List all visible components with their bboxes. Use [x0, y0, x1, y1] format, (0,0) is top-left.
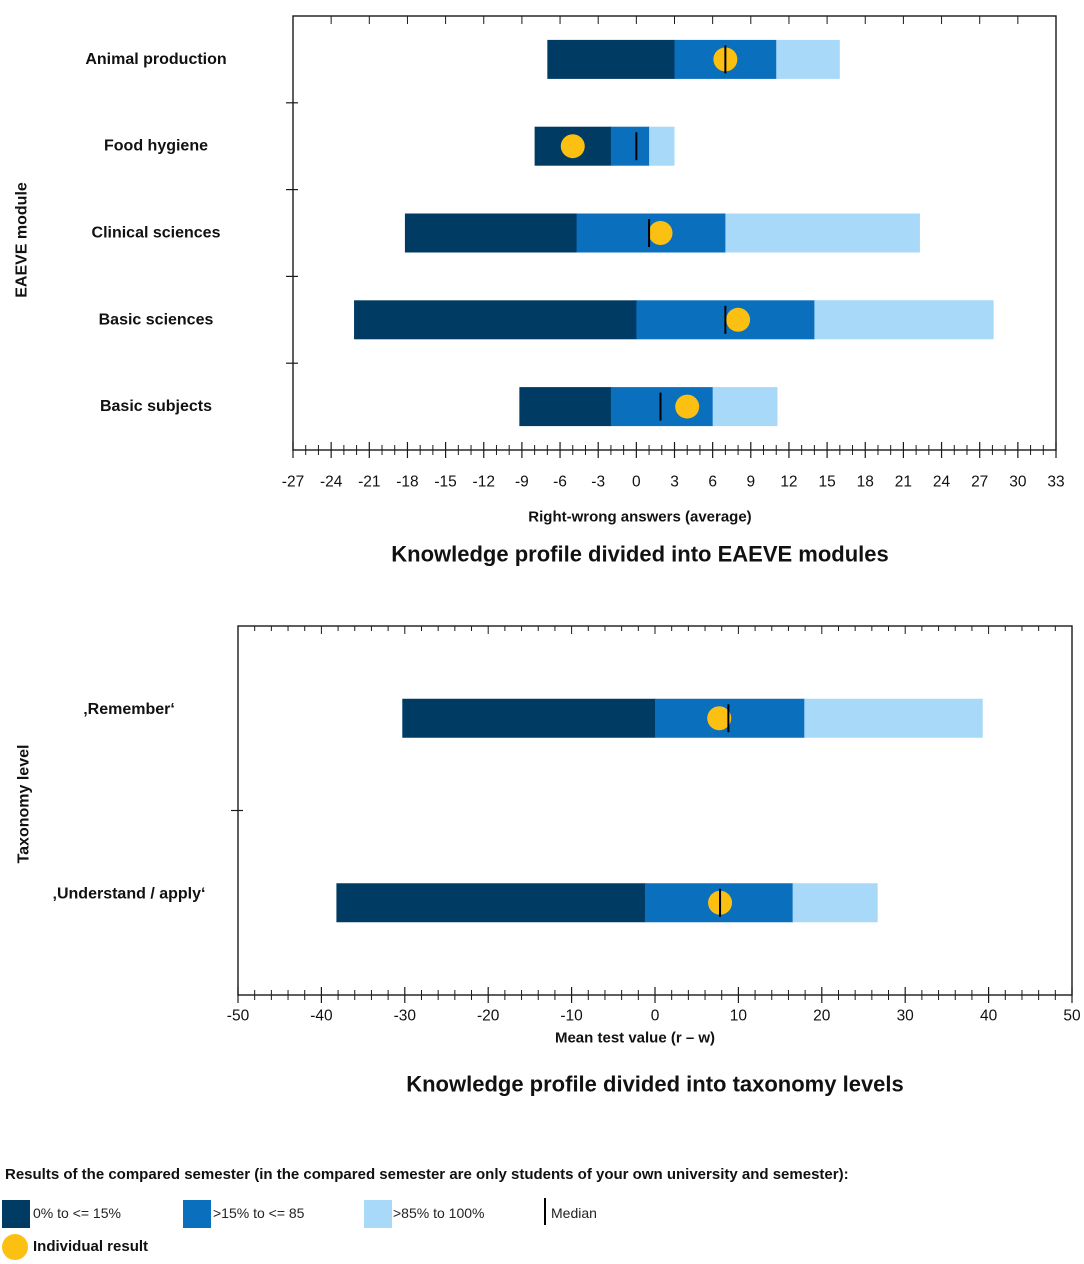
bar-segment-0-15: [354, 300, 637, 340]
legend-label-15-85: >15% to <= 85: [213, 1205, 305, 1221]
bar-segment-0-15: [519, 387, 612, 427]
x-tick-label: -6: [553, 474, 567, 491]
x-tick-label: 21: [895, 474, 912, 491]
x-tick-label: 40: [980, 1008, 998, 1025]
y-axis-title: EAEVE module: [14, 182, 31, 298]
legend-swatch-0-15: [2, 1200, 30, 1228]
y-axis-title: Taxonomy level: [16, 745, 33, 864]
eaeve-plot-area: -27 -24 -21 -18 -15 -12 -9 -6 -3 0 3 6 9 12 15 18 21 24 27…: [85, 15, 1065, 491]
bar-segment-85-100: [776, 39, 840, 79]
x-tick-label: -3: [591, 474, 605, 491]
category-bar: [404, 213, 920, 253]
x-tick-label: 0: [651, 1008, 660, 1025]
taxonomy-levels-chart: -50 -40 -30 -20 -10 0 10 20 30 40 50 ‚Remember‘ ‚Und…: [16, 625, 1081, 1097]
eaeve-modules-chart: -27 -24 -21 -18 -15 -12 -9 -6 -3 0 3 6 9 12 15 18 21 24 27…: [14, 15, 1065, 567]
bar-segment-0-15: [547, 39, 676, 79]
x-tick-label: -24: [320, 474, 343, 491]
bar-segment-85-100: [649, 126, 675, 166]
individual-result-marker: [560, 134, 585, 159]
legend-label-individual-result: Individual result: [33, 1238, 149, 1255]
x-tick-label: -27: [282, 474, 304, 491]
x-tick-label: 0: [632, 474, 641, 491]
bar-segment-85-100: [792, 883, 878, 923]
x-tick-label: -12: [473, 474, 495, 491]
category-bar: [354, 300, 994, 340]
individual-result-marker: [707, 706, 732, 731]
x-tick-label: -15: [434, 474, 456, 491]
category-bar: [534, 126, 675, 166]
x-tick-label: 20: [813, 1008, 831, 1025]
bar-segment-85-100: [725, 213, 920, 253]
legend-swatch-85-100: [364, 1200, 392, 1228]
x-tick-label: 6: [708, 474, 717, 491]
x-axis-title: Right-wrong answers (average): [528, 509, 751, 526]
bar-segment-15-85: [610, 126, 650, 166]
bar-segment-85-100: [712, 387, 778, 427]
category-label: Clinical sciences: [92, 225, 221, 242]
x-tick-label: 27: [971, 474, 988, 491]
legend-median-line-icon: [544, 1198, 546, 1225]
legend-label-0-15: 0% to <= 15%: [33, 1205, 121, 1221]
x-tick-label: -30: [394, 1008, 417, 1025]
x-tick-label: -50: [227, 1008, 250, 1025]
legend-label-median: Median: [551, 1205, 597, 1221]
legend-individual-result-icon: [2, 1234, 28, 1260]
x-tick-label: 24: [933, 474, 951, 491]
bar-segment-85-100: [814, 300, 994, 340]
category-label: ‚Remember‘: [83, 701, 175, 718]
x-tick-label: 15: [818, 474, 835, 491]
x-tick-label: -40: [310, 1008, 333, 1025]
bar-segment-0-15: [402, 698, 656, 738]
category-label: Food hygiene: [104, 138, 208, 155]
x-tick-label: -20: [477, 1008, 500, 1025]
legend-swatch-15-85: [183, 1200, 211, 1228]
x-tick-label: -21: [358, 474, 380, 491]
taxonomy-plot-area: -50 -40 -30 -20 -10 0 10 20 30 40 50 ‚Remember‘ ‚Und…: [53, 625, 1081, 1025]
category-bar: [336, 883, 878, 923]
individual-result-marker: [675, 394, 700, 419]
x-tick-label: 30: [1009, 474, 1027, 491]
legend-label-85-100: >85% to 100%: [393, 1205, 485, 1221]
x-tick-label: 3: [670, 474, 679, 491]
category-label: Basic sciences: [99, 311, 214, 328]
x-tick-label: 30: [897, 1008, 915, 1025]
bar-segment-0-15: [404, 213, 578, 253]
category-bar: [402, 698, 983, 738]
chart-title: Knowledge profile divided into EAEVE mod…: [391, 542, 889, 567]
category-label: Animal production: [85, 51, 226, 68]
chart-title: Knowledge profile divided into taxonomy …: [406, 1072, 904, 1097]
x-tick-label: 9: [746, 474, 755, 491]
category-label: Basic subjects: [100, 398, 212, 415]
bar-segment-0-15: [336, 883, 646, 923]
x-tick-label: 50: [1063, 1008, 1081, 1025]
x-tick-label: -18: [396, 474, 418, 491]
category-label: ‚Understand / apply‘: [53, 885, 206, 902]
x-tick-label: -10: [560, 1008, 583, 1025]
legend-heading: Results of the compared semester (in the…: [5, 1166, 849, 1183]
x-tick-label: 10: [730, 1008, 748, 1025]
bar-segment-85-100: [804, 698, 983, 738]
individual-result-marker: [648, 221, 673, 245]
x-tick-label: 12: [780, 474, 797, 491]
individual-result-marker: [726, 307, 751, 332]
x-tick-label: -9: [515, 474, 529, 491]
category-bar: [519, 387, 778, 427]
x-tick-label: 33: [1047, 474, 1064, 491]
x-tick-label: 18: [857, 474, 874, 491]
category-bar: [547, 39, 840, 79]
x-axis-title: Mean test value (r – w): [555, 1030, 715, 1047]
